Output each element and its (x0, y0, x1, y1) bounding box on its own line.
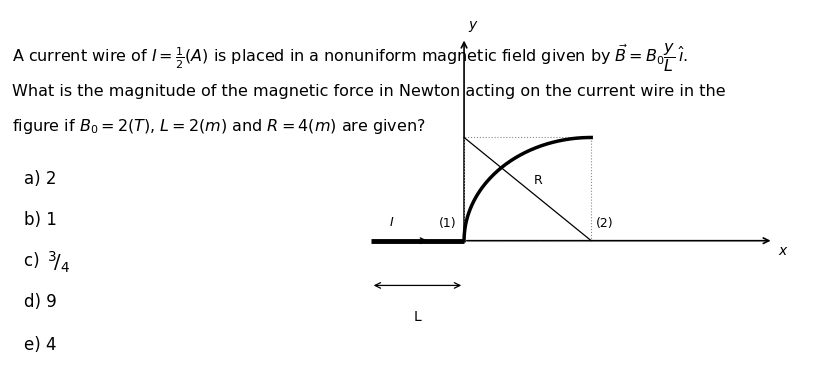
Text: $\mathregular{^3\!/}_4$: $\mathregular{^3\!/}_4$ (47, 250, 70, 275)
Bar (464, 138, 591, 241)
Text: L: L (413, 310, 421, 323)
Text: d) 9: d) 9 (24, 293, 57, 311)
Text: What is the magnitude of the magnetic force in Newton acting on the current wire: What is the magnitude of the magnetic fo… (12, 84, 726, 99)
Text: (2): (2) (596, 217, 613, 230)
Text: (1): (1) (438, 217, 456, 230)
Text: I: I (390, 216, 394, 229)
Text: A current wire of $I = \frac{1}{2}(A)$ is placed in a nonuniform magnetic field : A current wire of $I = \frac{1}{2}(A)$ i… (12, 41, 688, 74)
Text: $x$: $x$ (778, 244, 788, 258)
Text: b) 1: b) 1 (24, 211, 57, 229)
Text: figure if $B_0 = 2(T)$, $L = 2(m)$ and $R = 4(m)$ are given?: figure if $B_0 = 2(T)$, $L = 2(m)$ and $… (12, 117, 426, 136)
Text: R: R (534, 174, 543, 187)
Text: c): c) (24, 252, 46, 270)
Text: e) 4: e) 4 (24, 336, 57, 354)
Text: $y$: $y$ (469, 19, 479, 34)
Text: a) 2: a) 2 (24, 170, 57, 188)
